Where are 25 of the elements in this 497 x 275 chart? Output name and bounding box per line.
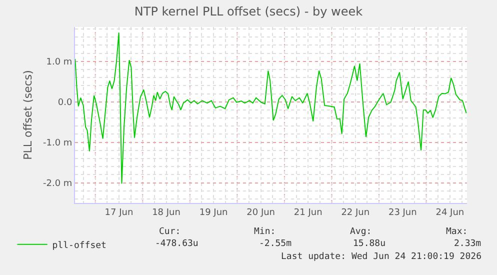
text: Cur:	[159, 227, 181, 237]
text: 15.88u	[353, 239, 386, 249]
x-tick-label: 17 Jun	[104, 208, 134, 218]
x-tick-label: 20 Jun	[246, 208, 276, 218]
text: Last update: Wed Jun 24 21:00:19 2026	[281, 252, 482, 262]
text: Min:	[254, 227, 276, 237]
text: Avg:	[350, 227, 372, 237]
x-tick-label: 18 Jun	[152, 208, 180, 218]
x-tick-label: 23 Jun	[388, 208, 417, 218]
text: 2.33m	[454, 239, 482, 249]
y-tick-label: 0.0	[58, 98, 72, 108]
y-axis-title: PLL offset (secs)	[22, 70, 35, 160]
y-tick-label: -1.0 m	[42, 138, 72, 148]
x-tick-label: 22 Jun	[341, 208, 370, 218]
x-tick-label: 21 Jun	[294, 208, 322, 218]
y-tick-label: -2.0 m	[42, 178, 72, 189]
text: Max:	[446, 227, 468, 237]
x-tick-label: 24 Jun	[436, 208, 464, 218]
y-tick-label: 1.0 m	[46, 58, 72, 68]
line-series	[75, 32, 467, 184]
x-tick-label: 19 Jun	[199, 208, 228, 218]
text: -478.63u	[155, 239, 198, 249]
text: -2.55m	[259, 239, 292, 249]
chart-title: NTP kernel PLL offset (secs) - by week	[134, 4, 363, 18]
legend-label: pll-offset	[52, 240, 106, 251]
